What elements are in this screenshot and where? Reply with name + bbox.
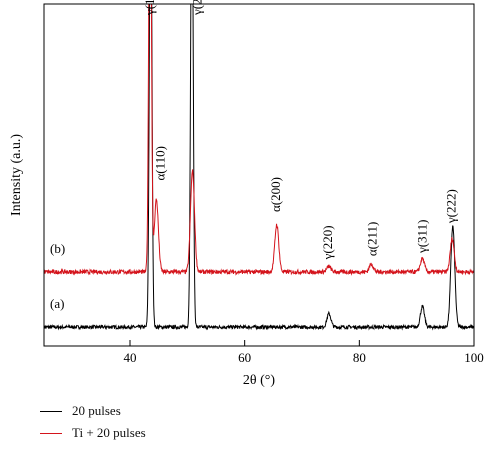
series-line-a [44, 4, 474, 331]
legend-swatch-red [40, 432, 62, 434]
y-axis-label: Intensity (a.u.) [9, 134, 24, 216]
trace-labels: (a) (b) [50, 241, 65, 311]
plot-lines [44, 4, 474, 331]
peak-label: γ(311) [414, 220, 429, 254]
trace-label: (b) [50, 241, 65, 256]
xrd-chart: 40 60 80 100 γ(111) α(110) γ(200) α(200) γ(220)… [9, 0, 484, 388]
peak-label: α(200) [268, 177, 283, 212]
peak-label: γ(222) [444, 189, 459, 224]
peak-label: α(110) [152, 146, 167, 181]
x-axis-ticks: 40 60 80 100 [124, 340, 484, 365]
peak-label: γ(200) [190, 0, 205, 16]
x-tick-label: 40 [124, 350, 137, 365]
legend-item: Ti + 20 pulses [40, 422, 146, 444]
legend: 20 pulses Ti + 20 pulses [40, 400, 146, 444]
peak-label: γ(220) [320, 225, 335, 260]
series-line-b [44, 4, 474, 276]
trace-label: (a) [50, 296, 64, 311]
axes-frame [43, 3, 475, 347]
legend-swatch-black [40, 410, 62, 412]
legend-item: 20 pulses [40, 400, 146, 422]
x-tick-label: 100 [464, 350, 484, 365]
peak-label: γ(111) [142, 0, 157, 16]
peak-label: α(211) [365, 222, 380, 257]
legend-label: Ti + 20 pulses [72, 425, 146, 440]
x-tick-label: 80 [353, 350, 366, 365]
x-tick-label: 60 [238, 350, 251, 365]
peak-annotations: γ(111) α(110) γ(200) α(200) γ(220) α(211) γ(31… [142, 0, 459, 260]
x-axis-label: 2θ (°) [243, 373, 275, 388]
legend-label: 20 pulses [72, 403, 121, 418]
